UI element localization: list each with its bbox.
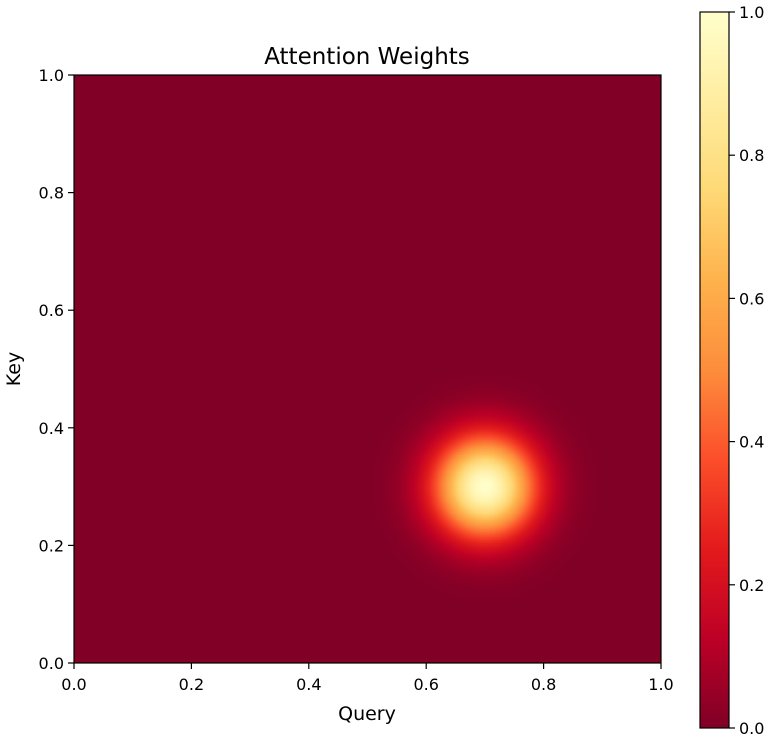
- colorbar-frame: [699, 11, 730, 729]
- plot-area: [73, 74, 662, 664]
- y-tick-label: 0.2: [39, 536, 64, 555]
- heatmap-cells: [74, 75, 661, 663]
- x-tick-label: 0.8: [531, 675, 556, 694]
- y-tick-label: 0.4: [39, 419, 64, 438]
- colorbar-tick-label: 0.8: [739, 146, 764, 165]
- colorbar-tick-label: 1.0: [739, 3, 764, 22]
- colorbar-tick-label: 0.0: [739, 719, 764, 738]
- x-tick-label: 0.4: [296, 675, 321, 694]
- y-tick-label: 0.0: [39, 654, 64, 673]
- x-tick-label: 0.2: [179, 675, 204, 694]
- colorbar-tick-label: 0.4: [739, 433, 764, 452]
- colorbar-tick-label: 0.6: [739, 289, 764, 308]
- y-axis-label: Key: [3, 352, 25, 386]
- x-tick-label: 0.6: [413, 675, 438, 694]
- y-tick-label: 0.6: [39, 301, 64, 320]
- colorbar-ticks: 0.0 0.2 0.4 0.6 0.8 1.0: [729, 3, 764, 738]
- y-tick-label: 0.8: [39, 184, 64, 203]
- y-tick-label: 1.0: [39, 66, 64, 85]
- colorbar-tick-label: 0.2: [739, 576, 764, 595]
- x-axis-label: Query: [338, 703, 396, 725]
- colorbar-gradient: [700, 12, 729, 728]
- colorbar: 0.0 0.2 0.4 0.6 0.8 1.0: [699, 3, 764, 738]
- x-tick-label: 1.0: [648, 675, 673, 694]
- x-axis: 0.0 0.2 0.4 0.6 0.8 1.0: [61, 663, 674, 694]
- plot-frame: [73, 74, 662, 664]
- chart-title: Attention Weights: [264, 44, 470, 70]
- y-axis: 0.0 0.2 0.4 0.6 0.8 1.0: [39, 66, 74, 673]
- x-tick-label: 0.0: [61, 675, 86, 694]
